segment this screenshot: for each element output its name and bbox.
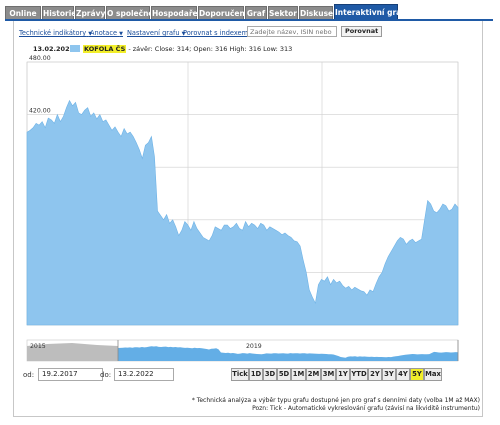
compare-button[interactable]: Porovnat xyxy=(341,26,383,37)
tab-online[interactable]: Online xyxy=(5,6,41,19)
navigator-year-label: 2015 xyxy=(30,343,46,350)
chart-panel xyxy=(13,21,483,417)
navigator-year-label: 2019 xyxy=(246,343,262,350)
from-label: od: xyxy=(23,371,35,379)
technical-indicators-link[interactable]: Technické indikátory ▼ xyxy=(19,29,93,37)
chart-date: 13.02.2022 xyxy=(33,45,75,53)
y-tick-label: 480.00 xyxy=(29,55,51,62)
tab-sektor[interactable]: Sektor xyxy=(268,6,298,19)
price-area xyxy=(26,99,459,326)
range-button-1d[interactable]: 1D xyxy=(249,368,263,381)
y-tick-label: 420.00 xyxy=(29,108,51,115)
navigator-past-area xyxy=(27,343,118,361)
from-date-input[interactable]: 19.2.2017 xyxy=(38,368,103,381)
tab-graf[interactable]: Graf xyxy=(245,6,267,19)
dropdown-arrow-icon: ▼ xyxy=(181,31,186,37)
range-button-3d[interactable]: 3D xyxy=(263,368,277,381)
dropdown-arrow-icon: ▼ xyxy=(119,31,124,37)
range-button-2y[interactable]: 2Y xyxy=(368,368,382,381)
tab-hospodaření[interactable]: Hospodaření xyxy=(151,6,206,19)
compare-search-input[interactable] xyxy=(247,26,337,37)
range-button-tick[interactable]: Tick xyxy=(231,368,249,381)
to-label: do: xyxy=(100,371,112,379)
legend-series-name: KOFOLA ČS xyxy=(83,45,127,53)
range-button-5d[interactable]: 5D xyxy=(277,368,291,381)
range-button-5y[interactable]: 5Y xyxy=(410,368,424,381)
range-button-2m[interactable]: 2M xyxy=(306,368,321,381)
range-button-ytd[interactable]: YTD xyxy=(350,368,368,381)
dropdown-arrow-icon: ▼ xyxy=(88,31,93,37)
range-button-3m[interactable]: 3M xyxy=(321,368,336,381)
tab-historie[interactable]: Historie xyxy=(42,6,76,19)
legend-swatch xyxy=(70,45,80,52)
legend-values: - závěr: Close: 314; Open: 316 High: 316… xyxy=(126,45,293,53)
tab-interaktivní-graf[interactable]: Interaktivní graf xyxy=(334,4,405,19)
navigator-active-area xyxy=(118,346,458,361)
to-date-input[interactable]: 13.2.2022 xyxy=(114,368,174,381)
tab-diskuse[interactable]: Diskuse xyxy=(299,6,333,19)
range-button-1y[interactable]: 1Y xyxy=(336,368,350,381)
tab-o-společnosti[interactable]: O společnosti xyxy=(106,6,164,19)
annotations-link[interactable]: Anotace ▼ xyxy=(90,29,124,37)
tab-doporučení[interactable]: Doporučení xyxy=(198,6,247,19)
tab-zprávy[interactable]: Zprávy xyxy=(75,6,105,19)
note-tick: Pozn: Tick - Automatické vykreslování gr… xyxy=(252,405,480,412)
range-button-1m[interactable]: 1M xyxy=(291,368,306,381)
chart-settings-link[interactable]: Nastavení grafu ▼ xyxy=(127,29,186,37)
range-bar: od: 19.2.2017 do: 13.2.2022 Tick 1D 3D 5D 1M… xyxy=(20,368,460,382)
chart-legend: KOFOLA ČS - závěr: Close: 314; Open: 316… xyxy=(70,45,292,53)
tab-underline xyxy=(5,19,493,21)
range-button-max[interactable]: Max xyxy=(424,368,442,381)
range-button-4y[interactable]: 4Y xyxy=(396,368,410,381)
range-button-3y[interactable]: 3Y xyxy=(382,368,396,381)
note-technical-analysis: * Technická analýza a výběr typu grafu d… xyxy=(191,397,480,404)
